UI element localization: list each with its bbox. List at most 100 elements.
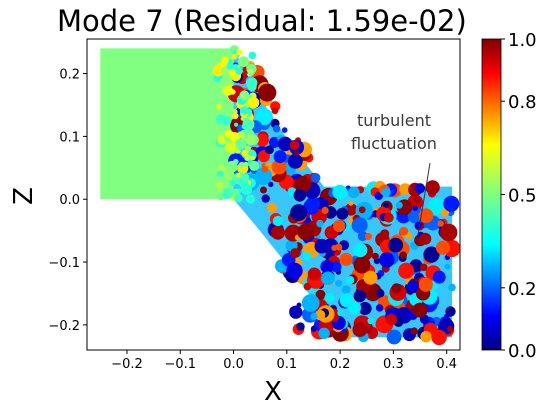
colorbar-tick-label: 0.8 <box>508 92 537 113</box>
fluctuation-point <box>380 229 390 239</box>
transition-point <box>228 68 236 77</box>
fluctuation-point <box>270 225 285 240</box>
y-axis-ticks: 0.2 0.1 0.0 −0.1 −0.2 <box>48 68 87 334</box>
transition-point <box>236 173 241 178</box>
fluctuation-point <box>353 243 368 258</box>
fluctuation-point <box>444 263 451 270</box>
transition-point <box>231 108 238 115</box>
colorbar-tick-label: 0.5 <box>508 186 537 207</box>
fluctuation-point <box>418 208 434 223</box>
fluctuation-point <box>321 206 329 214</box>
fluctuation-point <box>399 183 412 196</box>
transition-point <box>220 101 226 107</box>
fluctuation-point <box>383 202 389 208</box>
annotation-arrow <box>417 162 431 236</box>
fluctuation-point <box>318 327 330 339</box>
fluctuation-point <box>358 302 372 315</box>
transition-point <box>222 85 233 96</box>
fluctuation-point <box>432 270 446 284</box>
fluctuation-point <box>336 207 349 220</box>
y-tick-label: −0.2 <box>48 319 80 334</box>
fluctuation-point <box>272 125 281 133</box>
fluctuation-point <box>357 231 368 242</box>
fluctuation-point <box>435 240 451 255</box>
fluctuation-point <box>364 232 373 241</box>
fluctuation-point <box>346 276 355 285</box>
fluctuation-point <box>290 204 308 222</box>
fluctuation-point <box>287 153 303 169</box>
transition-point <box>221 149 228 156</box>
fluctuation-point <box>314 309 326 321</box>
x-axis-label: X <box>264 377 282 407</box>
fluctuation-point <box>399 226 409 236</box>
transition-point <box>226 160 238 173</box>
fluctuation-point <box>301 294 320 312</box>
fluctuation-point <box>412 205 418 212</box>
fluctuation-point <box>353 256 371 274</box>
fluctuation-point <box>337 309 345 317</box>
fluctuation-point <box>296 322 305 331</box>
transition-point <box>236 49 243 56</box>
fluctuation-point <box>443 195 460 212</box>
fluctuation-point <box>320 260 334 274</box>
fluctuation-point <box>271 107 279 115</box>
fluctuation-point <box>371 252 379 260</box>
fluctuation-point <box>333 219 346 233</box>
fluctuation-point <box>331 245 338 251</box>
transition-point <box>245 135 256 146</box>
fluctuation-point <box>290 248 300 258</box>
fluctuation-point <box>375 304 384 312</box>
transition-point <box>234 122 239 127</box>
fluctuation-point <box>341 285 351 294</box>
fluctuation-point <box>266 202 278 213</box>
fluctuation-point <box>332 184 348 200</box>
fluctuation-point <box>420 331 432 343</box>
fluctuation-point <box>391 283 402 294</box>
transition-point <box>247 96 260 109</box>
fluctuation-point <box>407 280 419 292</box>
fluctuation-point <box>311 173 321 183</box>
fluctuation-point <box>316 219 324 228</box>
fluctuation-point <box>265 145 274 155</box>
fluctuation-point <box>314 238 330 254</box>
fluctuation-point <box>379 252 395 268</box>
fluctuation-point <box>303 199 320 215</box>
colorbar-tick-label: 1.0 <box>508 30 537 51</box>
transition-point <box>239 106 249 115</box>
fluctuation-point <box>431 329 447 346</box>
flow-field <box>100 45 460 346</box>
fluctuation-point <box>307 267 321 281</box>
fluctuation-point <box>296 302 302 308</box>
fluctuation-point <box>376 289 385 298</box>
annotation-line-1: turbulent <box>357 111 431 130</box>
fluctuation-point <box>348 200 354 206</box>
chart-title: Mode 7 (Residual: 1.59e-02) <box>57 4 467 38</box>
transition-point <box>221 60 228 67</box>
transition-point <box>244 155 250 161</box>
fluctuation-point <box>383 212 394 223</box>
fluctuation-point <box>303 282 312 291</box>
fluctuation-point <box>412 302 428 318</box>
transition-point <box>250 155 256 161</box>
fluctuation-point <box>294 175 312 193</box>
transition-point <box>233 188 239 195</box>
transition-point <box>223 193 228 199</box>
fluctuation-blobs <box>212 45 460 346</box>
fluctuation-point <box>324 292 335 303</box>
transition-point <box>238 131 246 139</box>
transition-point <box>240 116 245 121</box>
fluctuation-point <box>297 223 314 241</box>
fluctuation-point <box>381 187 391 197</box>
fluctuation-point <box>386 329 402 345</box>
fluctuation-point <box>414 183 426 194</box>
transition-point <box>230 89 236 95</box>
transition-point <box>246 77 258 89</box>
fluctuation-point <box>395 201 403 209</box>
fluctuation-point <box>419 263 428 272</box>
fluctuation-point <box>254 167 273 185</box>
transition-point <box>241 149 248 157</box>
transition-point <box>238 161 246 169</box>
transition-point <box>217 170 224 177</box>
colorbar-tick-label: 0.2 <box>508 279 537 300</box>
